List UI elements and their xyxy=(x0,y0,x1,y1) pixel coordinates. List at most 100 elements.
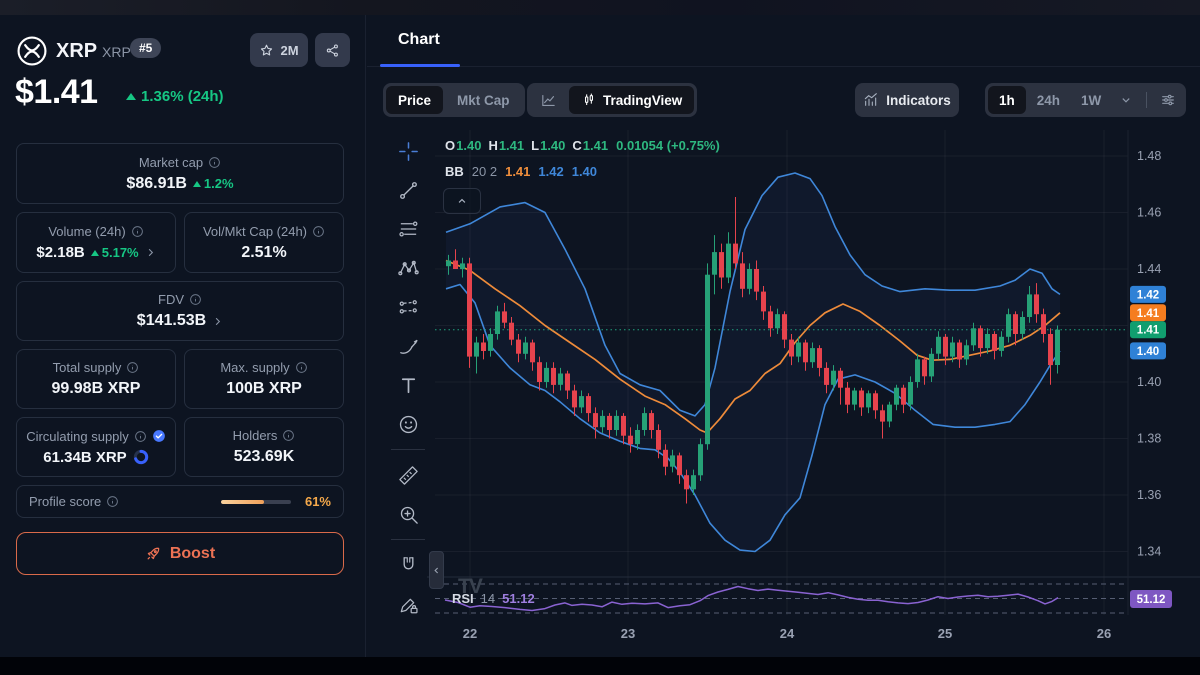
magnet-tool[interactable] xyxy=(390,547,426,583)
bb-basis-value: 1.41 xyxy=(505,164,530,179)
bb-upper-value: 1.42 xyxy=(538,164,563,179)
info-icon[interactable] xyxy=(134,430,147,443)
rsi-value: 51.12 xyxy=(502,591,535,606)
chevron-right-icon[interactable] xyxy=(212,316,223,327)
market-cap-label: Market cap xyxy=(139,155,203,170)
volume-label: Volume (24h) xyxy=(48,224,125,239)
chart-panel: Chart Price Mkt Cap TradingView Indicato… xyxy=(367,15,1200,657)
smiley-icon xyxy=(397,413,420,436)
ohlc-low-label: L xyxy=(531,138,539,153)
boost-label: Boost xyxy=(170,545,215,563)
vol-mkt-cap-card: Vol/Mkt Cap (24h) 2.51% xyxy=(184,212,344,273)
time-axis-label: 24 xyxy=(780,626,795,641)
forecast-tool[interactable] xyxy=(390,289,426,325)
text-tool[interactable] xyxy=(390,367,426,403)
up-triangle-icon xyxy=(126,93,136,100)
zoom-in-tool[interactable] xyxy=(390,496,426,532)
coin-rank-badge: #5 xyxy=(130,38,161,58)
info-icon[interactable] xyxy=(131,225,144,238)
ohlc-low-value: 1.40 xyxy=(540,138,565,153)
volume-value: $2.18B xyxy=(36,244,84,261)
emoji-tool[interactable] xyxy=(390,406,426,442)
info-icon[interactable] xyxy=(189,293,202,306)
volume-card: Volume (24h) $2.18B 5.17% xyxy=(16,212,176,273)
bb-label: BB xyxy=(445,164,464,179)
trend-line-tool[interactable] xyxy=(390,172,426,208)
time-axis-label: 25 xyxy=(938,626,952,641)
pencil-lock-icon xyxy=(397,593,420,616)
info-icon[interactable] xyxy=(208,156,221,169)
brush-tool[interactable] xyxy=(390,328,426,364)
circulating-supply-label: Circulating supply xyxy=(26,429,129,444)
chevron-right-icon[interactable] xyxy=(145,247,156,258)
total-supply-label: Total supply xyxy=(53,360,122,375)
total-supply-value: 99.98B XRP xyxy=(52,380,141,398)
ohlc-high-value: 1.41 xyxy=(499,138,524,153)
boost-button[interactable]: Boost xyxy=(16,532,344,575)
chevron-left-icon xyxy=(431,565,442,576)
price-axis-label: 1.36 xyxy=(1137,488,1161,502)
price-axis-label: 1.34 xyxy=(1137,545,1161,559)
up-triangle-icon xyxy=(193,181,201,187)
share-icon xyxy=(325,43,340,58)
coin-symbol: XRP xyxy=(102,44,131,60)
info-icon[interactable] xyxy=(312,225,325,238)
total-supply-card: Total supply 99.98B XRP xyxy=(16,349,176,409)
xabcd-pattern-icon xyxy=(397,257,420,280)
crosshair-tool[interactable] xyxy=(390,133,426,169)
volume-change: 5.17% xyxy=(102,245,139,260)
price-axis-label: 1.38 xyxy=(1137,432,1161,446)
measure-tool[interactable] xyxy=(390,457,426,493)
star-icon xyxy=(259,43,274,58)
window-top-strip xyxy=(0,0,1200,15)
info-icon[interactable] xyxy=(126,361,139,374)
share-button[interactable] xyxy=(315,33,350,67)
price-axis-label: 1.46 xyxy=(1137,206,1161,220)
price-change-24h: 1.36% (24h) xyxy=(126,88,224,105)
price-axis-label: 1.40 xyxy=(1137,375,1161,389)
coin-sidebar: XRP XRP #5 2M $1.41 1.36% (24h) Market c… xyxy=(0,15,366,657)
ohlc-legend: O1.40 H1.41 L1.40 C1.41 0.01054 (+0.75%) xyxy=(445,138,720,153)
profile-score-value: 61% xyxy=(305,494,331,509)
legend-collapse-button[interactable] xyxy=(443,188,481,214)
brush-icon xyxy=(397,335,420,358)
rsi-badge-label: 51.12 xyxy=(1137,594,1166,606)
magnet-icon xyxy=(397,554,420,577)
pattern-tool[interactable] xyxy=(390,250,426,286)
coin-name: XRP xyxy=(56,40,97,63)
info-icon[interactable] xyxy=(106,495,119,508)
time-axis-label: 23 xyxy=(621,626,635,641)
price-chart[interactable]: 1.481.461.441.401.381.361.3422232425261.… xyxy=(367,15,1200,657)
pane-collapse-tab[interactable] xyxy=(429,551,444,589)
max-supply-label: Max. supply xyxy=(220,360,289,375)
window-bottom-strip xyxy=(0,657,1200,675)
bb-lower-value: 1.40 xyxy=(572,164,597,179)
bb-legend: BB 20 2 1.41 1.42 1.40 xyxy=(445,164,597,179)
info-icon[interactable] xyxy=(282,429,295,442)
trend-line-icon xyxy=(397,179,420,202)
info-icon[interactable] xyxy=(295,361,308,374)
rsi-legend: RSI 14 51.12 xyxy=(452,591,535,606)
max-supply-value: 100B XRP xyxy=(226,380,302,398)
price-badge-label: 1.41 xyxy=(1137,308,1160,320)
supply-progress-ring-icon xyxy=(133,449,149,465)
time-axis-label: 22 xyxy=(463,626,477,641)
crosshair-icon xyxy=(397,140,420,163)
watch-count: 2M xyxy=(280,43,298,58)
verified-check-icon xyxy=(152,429,166,443)
price-axis-label: 1.44 xyxy=(1137,262,1161,276)
chevron-up-icon xyxy=(455,194,469,208)
vol-mkt-cap-value: 2.51% xyxy=(241,244,286,262)
bb-params: 20 2 xyxy=(472,164,497,179)
ruler-icon xyxy=(397,464,420,487)
rsi-period: 14 xyxy=(481,591,495,606)
watchlist-button[interactable]: 2M xyxy=(250,33,308,67)
holders-card: Holders 523.69K xyxy=(184,417,344,477)
fib-lines-tool[interactable] xyxy=(390,211,426,247)
time-axis-label: 26 xyxy=(1097,626,1111,641)
lock-drawings-tool[interactable] xyxy=(390,586,426,622)
market-cap-card: Market cap $86.91B 1.2% xyxy=(16,143,344,204)
price-badge-label: 1.42 xyxy=(1137,289,1159,301)
market-cap-change: 1.2% xyxy=(204,176,234,191)
ohlc-close-label: C xyxy=(572,138,581,153)
